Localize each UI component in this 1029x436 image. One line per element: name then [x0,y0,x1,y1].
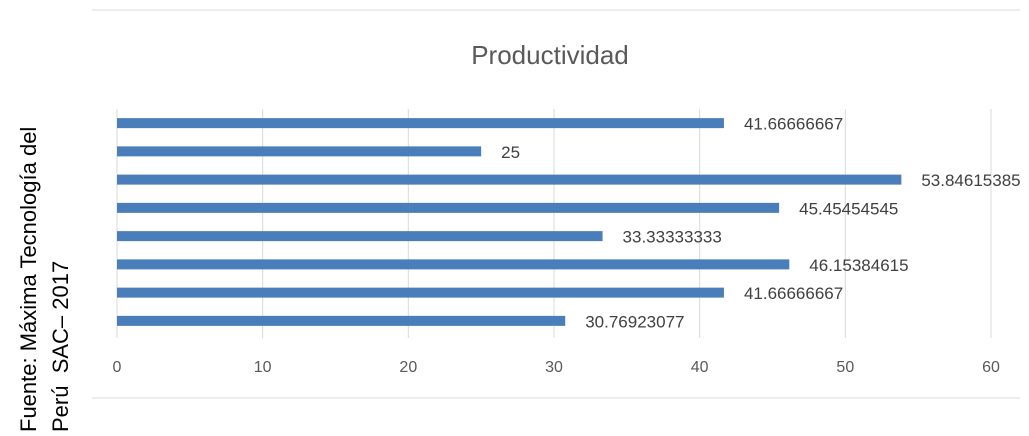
bar [117,146,482,157]
value-label: 41.66666667 [744,284,843,303]
source-line: Fuente: Máxima Tecnología del [16,127,41,432]
x-tick-label: 60 [982,359,1000,376]
x-tick-label: 20 [399,359,417,376]
value-label: 30.76923077 [585,312,684,331]
value-label: 25 [501,143,520,162]
bar [117,174,902,185]
x-tick-label: 30 [545,359,563,376]
value-label: 45.45454545 [799,199,898,218]
x-tick-label: 0 [113,359,122,376]
bar [117,315,566,326]
bar [117,259,790,270]
x-tick-label: 40 [691,359,709,376]
bar [117,231,603,242]
x-tick-label: 50 [836,359,854,376]
value-label: 33.33333333 [623,228,722,247]
bar [117,287,724,298]
x-tick-label: 10 [254,359,272,376]
chart-title: Productividad [471,40,629,70]
bar [117,118,724,129]
value-label: 41.66666667 [744,115,843,134]
source-line: Perú SAC– 2017 [48,261,73,432]
value-label: 53.84615385 [921,171,1020,190]
value-label: 46.15384615 [809,256,908,275]
bar [117,202,780,213]
